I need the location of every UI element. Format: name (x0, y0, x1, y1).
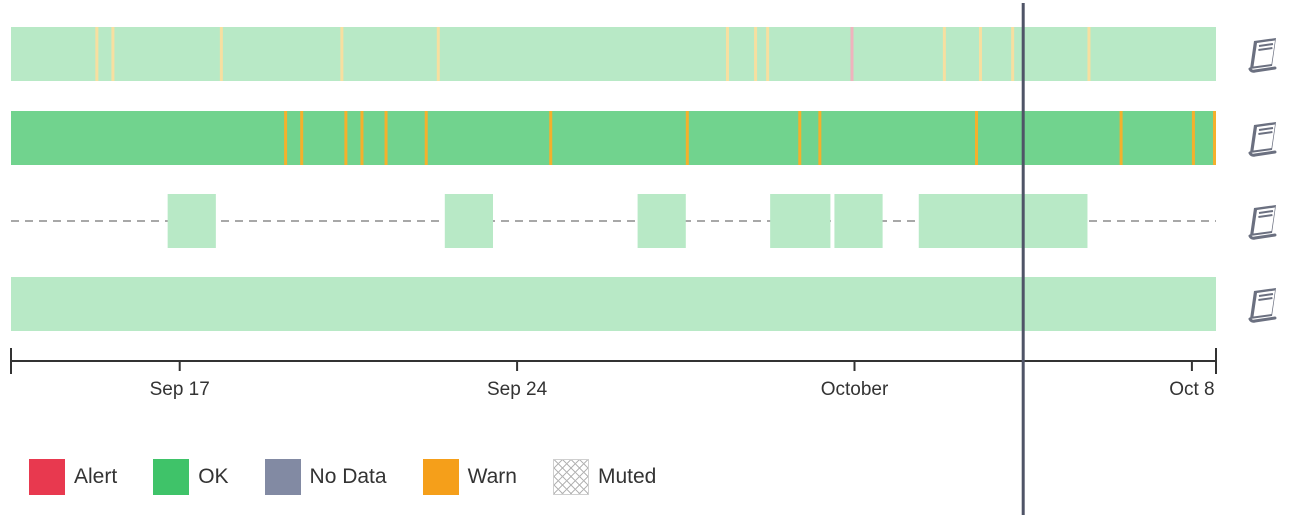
legend-label-warn: Warn (467, 465, 517, 488)
status-row-3 (11, 194, 1216, 248)
notebook-icon[interactable] (1245, 118, 1285, 158)
status-row-4 (11, 277, 1216, 331)
status-row-1 (11, 27, 1216, 81)
status-event-warn (219, 27, 223, 81)
status-event-warn (975, 111, 978, 165)
legend-swatch-ok (153, 459, 190, 495)
status-event-warn (284, 111, 288, 165)
status-rows (11, 27, 1216, 331)
status-event-warn (942, 27, 946, 81)
legend-item-no-data: No Data (264, 459, 387, 495)
status-event-warn (340, 27, 344, 81)
legend-label-muted: Muted (597, 465, 657, 488)
x-axis: Sep 17 Sep 24 October Oct 8 (10, 348, 1217, 400)
status-block-ok (637, 194, 686, 248)
legend-label-alert: Alert (74, 465, 118, 488)
status-event-warn (1119, 111, 1123, 165)
notebook-icon[interactable] (1245, 284, 1285, 324)
status-event-warn (798, 111, 802, 165)
legend-swatch-warn (422, 459, 459, 495)
notebook-icon[interactable] (1245, 34, 1285, 74)
status-event-warn (424, 111, 428, 165)
status-event-warn (1191, 111, 1195, 165)
row-status-bar (11, 277, 1216, 331)
status-event-warn (111, 27, 115, 81)
status-event-warn (360, 111, 364, 165)
legend-item-alert: Alert (29, 459, 117, 495)
status-event-warn (979, 27, 983, 81)
x-tick-label: Oct 8 (1169, 379, 1214, 400)
legend-item-warn: Warn (422, 459, 517, 495)
status-event-warn (685, 111, 689, 165)
legend: Alert OK No Data Warn Muted (29, 459, 692, 495)
status-event-warn (344, 111, 348, 165)
notebook-icon[interactable] (1245, 201, 1285, 241)
status-event-warn (766, 27, 770, 81)
status-event-warn (436, 27, 440, 81)
legend-swatch-muted (552, 459, 589, 495)
status-block-ok (167, 194, 216, 248)
legend-label-ok: OK (198, 465, 229, 488)
legend-item-muted: Muted (552, 459, 657, 495)
status-event-warn (1011, 27, 1015, 81)
x-tick-label: October (821, 379, 889, 400)
legend-item-ok: OK (153, 459, 229, 495)
x-tick-label: Sep 17 (150, 379, 210, 400)
row-status-bar (11, 27, 1216, 81)
status-block-ok (444, 194, 493, 248)
status-event-warn (549, 111, 553, 165)
status-event-warn (754, 27, 758, 81)
status-event-warn (300, 111, 304, 165)
status-event-warn (1087, 27, 1091, 81)
status-block-ok (918, 194, 1088, 248)
row-status-bar (11, 111, 1216, 165)
status-event-alert (850, 27, 854, 81)
status-row-2 (11, 111, 1216, 165)
status-block-ok (834, 194, 883, 248)
status-event-warn (1213, 111, 1216, 165)
x-tick-label: Sep 24 (487, 379, 548, 400)
status-block-ok (770, 194, 831, 248)
legend-swatch-alert (29, 459, 65, 495)
legend-swatch-no-data (264, 459, 301, 495)
status-event-warn (95, 27, 99, 81)
status-event-warn (384, 111, 388, 165)
legend-label-no-data: No Data (309, 465, 387, 488)
status-event-warn (725, 27, 729, 81)
status-event-warn (818, 111, 822, 165)
